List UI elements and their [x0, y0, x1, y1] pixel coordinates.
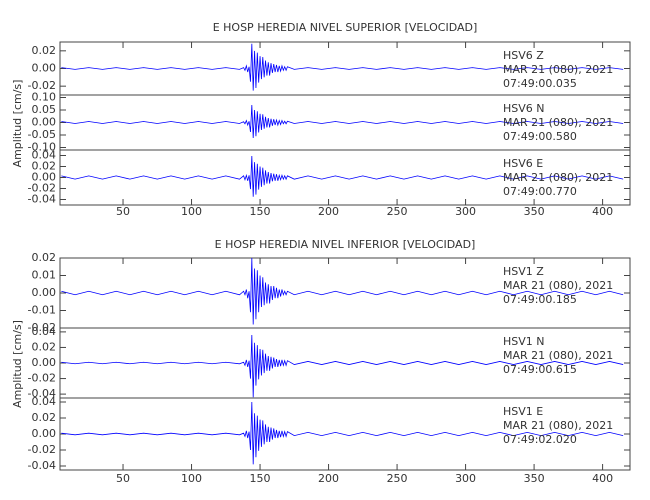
x-tick-label: 350 — [524, 205, 545, 218]
y-tick-label: -0.04 — [28, 387, 56, 400]
y-tick-label: 0.00 — [32, 427, 57, 440]
y-tick-label: 0.02 — [32, 44, 57, 57]
y-tick-label: 0.00 — [32, 62, 57, 75]
station-label: HSV1 E — [503, 405, 543, 418]
y-tick-label: -0.10 — [28, 141, 56, 154]
y-tick-label: 0.04 — [32, 395, 57, 408]
y-tick-label: -0.02 — [28, 182, 56, 195]
y-tick-label: 0.02 — [32, 340, 57, 353]
date-label: MAR 21 (080), 2021 — [503, 349, 613, 362]
date-label: MAR 21 (080), 2021 — [503, 116, 613, 129]
y-axis-label: Amplitud [cm/s] — [11, 80, 24, 168]
y-tick-label: 0.02 — [32, 251, 57, 264]
x-tick-label: 200 — [318, 472, 339, 485]
station-label: HSV6 E — [503, 157, 543, 170]
trace — [61, 156, 624, 197]
x-tick-label: 250 — [387, 472, 408, 485]
y-tick-label: -0.01 — [28, 304, 56, 317]
time-label: 07:49:00.185 — [503, 293, 577, 306]
trace — [61, 334, 624, 398]
y-tick-label: 0.04 — [32, 149, 57, 162]
x-tick-label: 150 — [250, 205, 271, 218]
y-tick-label: -0.02 — [28, 372, 56, 385]
station-label: HSV6 Z — [503, 49, 544, 62]
time-label: 07:49:00.580 — [503, 130, 577, 143]
y-tick-label: -0.02 — [28, 79, 56, 92]
trace — [61, 104, 624, 139]
date-label: MAR 21 (080), 2021 — [503, 63, 613, 76]
time-label: 07:49:00.035 — [503, 77, 577, 90]
y-tick-label: -0.02 — [28, 443, 56, 456]
trace — [61, 401, 624, 465]
chart-title: E HOSP HEREDIA NIVEL SUPERIOR [VELOCIDAD… — [213, 21, 478, 34]
x-tick-label: 250 — [387, 205, 408, 218]
time-label: 07:49:00.615 — [503, 363, 577, 376]
chart-title: E HOSP HEREDIA NIVEL INFERIOR [VELOCIDAD… — [215, 238, 476, 251]
x-tick-label: 100 — [181, 472, 202, 485]
x-tick-label: 50 — [116, 205, 130, 218]
y-tick-label: 0.01 — [32, 269, 57, 282]
x-tick-label: 350 — [524, 472, 545, 485]
x-tick-label: 50 — [116, 472, 130, 485]
y-tick-label: 0.00 — [32, 286, 57, 299]
y-tick-label: -0.02 — [28, 321, 56, 334]
y-axis-label: Amplitud [cm/s] — [11, 320, 24, 408]
y-tick-label: -0.04 — [28, 459, 56, 472]
y-tick-label: 0.00 — [32, 116, 57, 129]
y-tick-label: -0.05 — [28, 128, 56, 141]
y-tick-label: 0.10 — [32, 91, 57, 104]
x-tick-label: 200 — [318, 205, 339, 218]
y-tick-label: 0.00 — [32, 171, 57, 184]
x-tick-label: 100 — [181, 205, 202, 218]
trace — [61, 257, 624, 325]
date-label: MAR 21 (080), 2021 — [503, 419, 613, 432]
y-tick-label: 0.04 — [32, 325, 57, 338]
time-label: 07:49:02.020 — [503, 433, 577, 446]
x-tick-label: 150 — [250, 472, 271, 485]
x-tick-label: 300 — [455, 205, 476, 218]
y-tick-label: 0.00 — [32, 356, 57, 369]
station-label: HSV6 N — [503, 102, 545, 115]
date-label: MAR 21 (080), 2021 — [503, 279, 613, 292]
y-tick-label: 0.02 — [32, 160, 57, 173]
time-label: 07:49:00.770 — [503, 185, 577, 198]
y-tick-label: -0.04 — [28, 193, 56, 206]
x-tick-label: 300 — [455, 472, 476, 485]
y-tick-label: 0.05 — [32, 103, 57, 116]
date-label: MAR 21 (080), 2021 — [503, 171, 613, 184]
station-label: HSV1 Z — [503, 265, 544, 278]
y-tick-label: 0.02 — [32, 411, 57, 424]
x-tick-label: 400 — [592, 205, 613, 218]
trace — [61, 43, 624, 91]
x-tick-label: 400 — [592, 472, 613, 485]
station-label: HSV1 N — [503, 335, 545, 348]
